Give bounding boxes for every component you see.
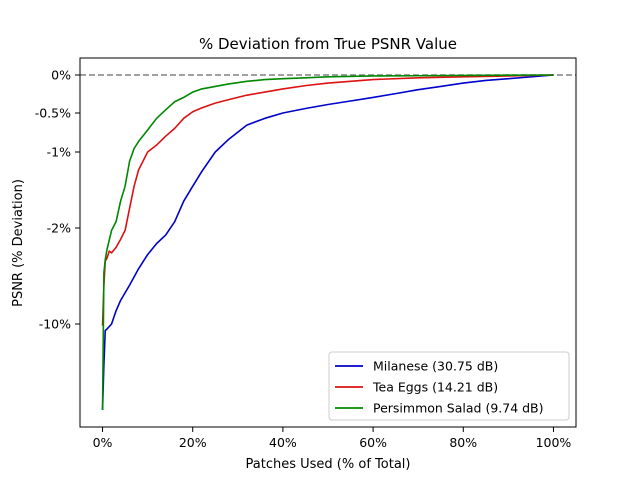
legend-entry: Persimmon Salad (9.74 dB) — [373, 401, 544, 416]
y-tick-label: -2% — [47, 221, 71, 236]
plot-lines — [80, 74, 576, 411]
x-axis: 0% 20% 40% 60% 80% 100% — [93, 427, 572, 450]
y-axis-label: PSNR (% Deviation) — [11, 179, 26, 307]
x-tick-label: 0% — [93, 435, 113, 450]
y-tick-label: -10% — [39, 317, 71, 332]
x-tick-label: 100% — [536, 435, 572, 450]
y-axis: 0% -0.5% -1% -2% -10% — [35, 68, 80, 332]
x-tick-label: 40% — [269, 435, 297, 450]
series-line-2 — [101, 74, 554, 326]
y-tick-label: -0.5% — [35, 106, 71, 121]
series-line-3 — [101, 74, 554, 411]
series-line-1 — [101, 74, 554, 411]
legend-box — [328, 351, 570, 421]
legend: Milanese (30.75 dB) Tea Eggs (14.21 dB) Pe… — [328, 351, 570, 421]
plot-frame — [79, 57, 577, 428]
x-tick-label: 20% — [179, 435, 207, 450]
legend-entry: Milanese (30.75 dB) — [373, 359, 498, 374]
y-tick-label: -1% — [47, 145, 71, 160]
x-tick-label: 60% — [359, 435, 387, 450]
legend-entry: Tea Eggs (14.21 dB) — [372, 380, 498, 395]
y-tick-label: 0% — [51, 68, 71, 83]
x-tick-label: 80% — [449, 435, 477, 450]
chart-title: % Deviation from True PSNR Value — [199, 35, 457, 53]
x-axis-label: Patches Used (% of Total) — [246, 457, 411, 472]
